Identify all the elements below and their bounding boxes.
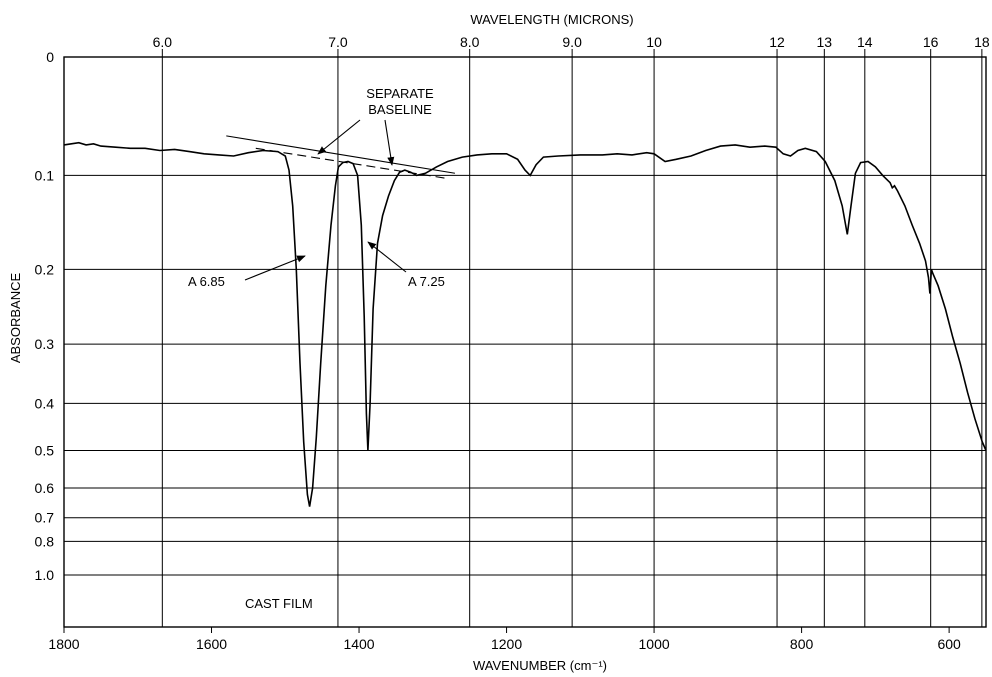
y-tick-label: 0.2 xyxy=(35,261,55,277)
top-tick-label: 14 xyxy=(857,34,873,50)
y-axis-ticks: 0 0.1 0.2 0.3 0.4 0.5 0.6 0.7 0.8 1.0 xyxy=(35,49,55,583)
peak-725-arrow xyxy=(368,242,406,272)
grid xyxy=(64,57,986,627)
top-tick-label: 18 xyxy=(974,34,990,50)
x-tick-label: 1000 xyxy=(639,636,670,652)
x-tick-label: 1800 xyxy=(48,636,79,652)
top-tick-label: 6.0 xyxy=(153,34,173,50)
x-tick-label: 800 xyxy=(790,636,814,652)
x-axis-ticks: 1800 1600 1400 1200 1000 800 600 xyxy=(48,627,961,652)
separate-arrow-2 xyxy=(385,120,392,165)
top-tick-label: 13 xyxy=(817,34,833,50)
x-tick-label: 600 xyxy=(937,636,961,652)
annotation-peak-725: A 7.25 xyxy=(408,274,445,289)
absorbance-spectrum-line xyxy=(64,143,986,507)
separate-arrow-1 xyxy=(318,120,360,154)
y-tick-label: 0.7 xyxy=(35,510,55,526)
y-tick-label: 0 xyxy=(46,49,54,65)
y-tick-label: 0.5 xyxy=(35,443,55,459)
annotation-separate: SEPARATE xyxy=(366,86,434,101)
annotation-baseline: BASELINE xyxy=(368,102,432,117)
x-tick-label: 1200 xyxy=(491,636,522,652)
top-axis-label: WAVELENGTH (MICRONS) xyxy=(470,12,633,27)
annotation-cast-film: CAST FILM xyxy=(245,596,313,611)
top-tick-label: 10 xyxy=(646,34,662,50)
y-tick-label: 0.6 xyxy=(35,480,55,496)
x-tick-label: 1400 xyxy=(343,636,374,652)
top-tick-label: 12 xyxy=(769,34,785,50)
y-axis-label: ABSORBANCE xyxy=(8,273,23,364)
y-tick-label: 0.4 xyxy=(35,395,55,411)
y-tick-label: 0.1 xyxy=(35,167,55,183)
separate-baselines xyxy=(226,136,455,179)
x-axis-label: WAVENUMBER (cm⁻¹) xyxy=(473,658,607,673)
solid-baseline xyxy=(226,136,455,173)
annotation-peak-685: A 6.85 xyxy=(188,274,225,289)
top-tick-label: 16 xyxy=(923,34,939,50)
x-tick-label: 1600 xyxy=(196,636,227,652)
top-axis-ticks: 6.0 7.0 8.0 9.0 10 12 13 14 16 18 xyxy=(153,34,990,57)
y-tick-label: 0.3 xyxy=(35,336,55,352)
y-tick-label: 0.8 xyxy=(35,533,55,549)
top-tick-label: 8.0 xyxy=(460,34,480,50)
y-tick-label: 1.0 xyxy=(35,567,55,583)
top-tick-label: 7.0 xyxy=(328,34,348,50)
top-tick-label: 9.0 xyxy=(562,34,582,50)
annotation-arrows xyxy=(245,120,406,280)
